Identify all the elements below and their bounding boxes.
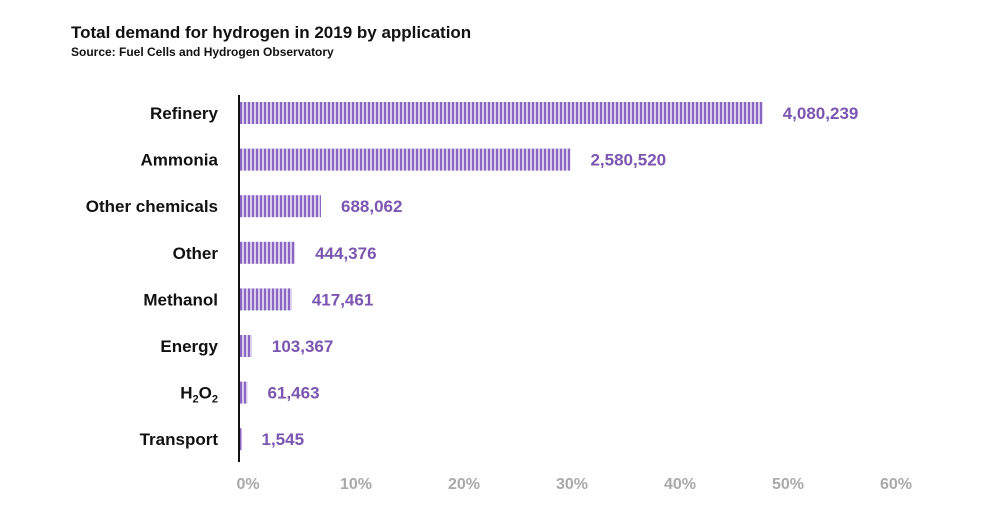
bar (240, 241, 296, 264)
value-label: 103,367 (272, 337, 333, 356)
x-tick-label: 30% (556, 476, 588, 493)
value-label: 688,062 (341, 197, 402, 216)
x-tick-label: 20% (448, 476, 480, 493)
bar (240, 381, 248, 404)
value-label: 417,461 (312, 290, 373, 309)
chart-subtitle: Source: Fuel Cells and Hydrogen Observat… (71, 45, 334, 59)
x-tick-label: 50% (772, 476, 804, 493)
bar (240, 148, 571, 171)
value-label: 4,080,239 (783, 104, 859, 123)
bar (240, 102, 763, 124)
category-label: Other chemicals (86, 197, 218, 216)
category-label: Energy (160, 337, 218, 356)
x-tick-label: 60% (880, 476, 912, 493)
category-label: Refinery (150, 104, 219, 123)
value-label: 61,463 (268, 384, 320, 403)
value-label: 1,545 (262, 430, 305, 449)
bar (240, 428, 242, 451)
chart-title: Total demand for hydrogen in 2019 by app… (71, 23, 472, 42)
category-label: Ammonia (141, 151, 219, 170)
bar (240, 335, 252, 357)
value-label: 444,376 (315, 244, 376, 263)
category-label: Other (173, 244, 219, 263)
bar (240, 288, 292, 311)
category-label: Transport (140, 430, 219, 449)
x-tick-label: 0% (236, 476, 259, 493)
x-tick-label: 10% (340, 476, 372, 493)
x-tick-label: 40% (664, 476, 696, 493)
category-label: Methanol (143, 290, 218, 309)
value-label: 2,580,520 (590, 151, 666, 170)
bar (240, 195, 321, 218)
category-label: H2O2 (180, 384, 218, 406)
